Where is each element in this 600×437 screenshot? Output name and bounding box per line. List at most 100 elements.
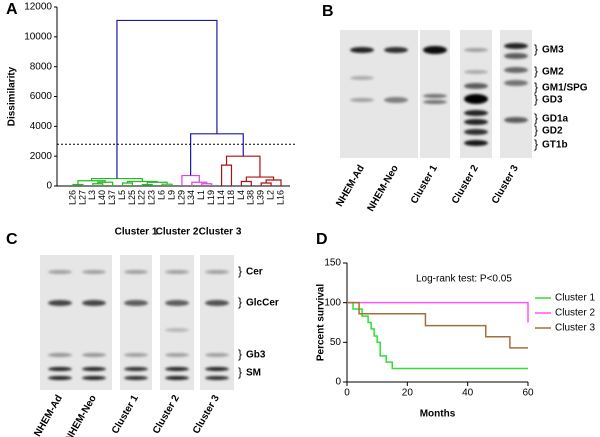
y-tick-label: 0	[46, 181, 52, 192]
survival-line	[347, 301, 528, 370]
gel-band	[504, 43, 528, 49]
band-label: GT1b	[542, 140, 568, 151]
survival-line	[347, 301, 529, 323]
leaf-label: L39	[256, 190, 266, 205]
leaf-label: L27	[77, 190, 87, 205]
leaf-label: L26	[67, 190, 77, 205]
leaf-label: L23	[147, 190, 157, 205]
brace: }	[238, 295, 242, 309]
gel-band	[464, 94, 488, 104]
brace: }	[534, 137, 538, 151]
lane-label: Cluster 1	[409, 163, 440, 206]
leaf-label: L40	[97, 190, 107, 205]
gel-band	[464, 70, 488, 74]
gel-band	[350, 98, 374, 102]
lane-label: Cluster 2	[450, 163, 481, 206]
annotation: Log-rank test: P<0.05	[416, 274, 512, 285]
gel-band	[124, 300, 148, 306]
gel-band	[464, 129, 488, 135]
gel-band	[48, 376, 72, 380]
leaf-label: L3	[87, 190, 97, 200]
gel-band	[165, 376, 189, 380]
gel-band	[48, 367, 72, 371]
gel-band	[464, 110, 488, 116]
y-tick-label: 8000	[30, 61, 53, 72]
brace: }	[534, 92, 538, 106]
gel-band	[205, 376, 229, 380]
brace: }	[534, 42, 538, 56]
panel-label: B	[322, 3, 334, 20]
gel-band	[165, 270, 189, 274]
y-tick-label: 0	[335, 377, 341, 388]
lane-label: NHEM-Ad	[334, 163, 367, 208]
gel-band	[350, 76, 374, 80]
x-tick-label: 40	[462, 388, 474, 399]
gel-band	[82, 353, 106, 357]
cluster-header: Cluster 2	[156, 227, 199, 238]
band-label: Cer	[246, 267, 263, 278]
gel-band	[82, 270, 106, 274]
gel-band	[464, 83, 488, 89]
brace: }	[238, 365, 242, 379]
x-tick-label: 0	[344, 388, 350, 399]
survival-line	[347, 301, 528, 349]
leaf-label: L6	[157, 190, 167, 200]
panel-label: D	[316, 231, 328, 248]
gel-band	[124, 367, 148, 371]
lane-label: Cluster 1	[110, 393, 141, 436]
band-label: GD2	[542, 126, 563, 137]
lane-label: Cluster 2	[151, 393, 182, 436]
gel-band	[124, 270, 148, 274]
gel-band	[384, 97, 408, 103]
panel-label: C	[6, 231, 18, 248]
gel-band	[48, 270, 72, 274]
gel-band	[165, 328, 189, 332]
dendrogram-link	[240, 180, 252, 186]
leaf-label: L14	[216, 190, 226, 205]
gel-band	[205, 300, 229, 306]
gel-band	[464, 119, 488, 125]
band-label: GM2	[542, 67, 564, 78]
leaf-label: L37	[107, 190, 117, 205]
dendrogram-link	[260, 182, 272, 186]
dendrogram-link	[90, 177, 143, 182]
legend-label: Cluster 2	[555, 308, 595, 319]
brace: }	[534, 80, 538, 94]
leaf-label: L4	[236, 190, 246, 200]
gel-background	[500, 30, 532, 158]
brace: }	[238, 264, 242, 278]
gel-band	[165, 353, 189, 357]
gel-band	[205, 270, 229, 274]
band-label: SM	[246, 368, 261, 379]
x-tick-label: 60	[522, 388, 534, 399]
lane-label: Cluster 3	[191, 393, 222, 436]
gel-band	[205, 353, 229, 357]
brace: }	[534, 64, 538, 78]
band-label: GD1a	[542, 114, 569, 125]
leaf-label: L16	[275, 190, 285, 205]
dendrogram-link	[146, 181, 168, 185]
brace: }	[534, 111, 538, 125]
dendrogram-link	[220, 164, 233, 186]
dendrogram-link	[116, 19, 218, 179]
y-tick-label: 4000	[30, 121, 53, 132]
y-axis-label: Percent survival	[316, 284, 327, 361]
leaf-label: L34	[186, 190, 196, 205]
panel-label: A	[6, 1, 18, 18]
gel-band	[205, 367, 229, 371]
leaf-label: L19	[206, 190, 216, 205]
leaf-label: L38	[246, 190, 256, 205]
legend-label: Cluster 1	[555, 293, 595, 304]
lane-label: NHEM-Neo	[64, 393, 99, 437]
lane-label: NHEM-Ad	[32, 393, 65, 437]
leaf-label: L5	[117, 190, 127, 200]
y-tick-label: 50	[330, 337, 342, 348]
gel-band	[48, 300, 72, 306]
y-tick-label: 10000	[24, 31, 52, 42]
leaf-label: L1	[196, 190, 206, 200]
leaf-label: L29	[176, 190, 186, 205]
x-axis-label: Months	[420, 409, 456, 420]
band-label: GM1/SPG	[542, 83, 588, 94]
leaf-label: L2	[265, 190, 275, 200]
gel-band	[82, 376, 106, 380]
